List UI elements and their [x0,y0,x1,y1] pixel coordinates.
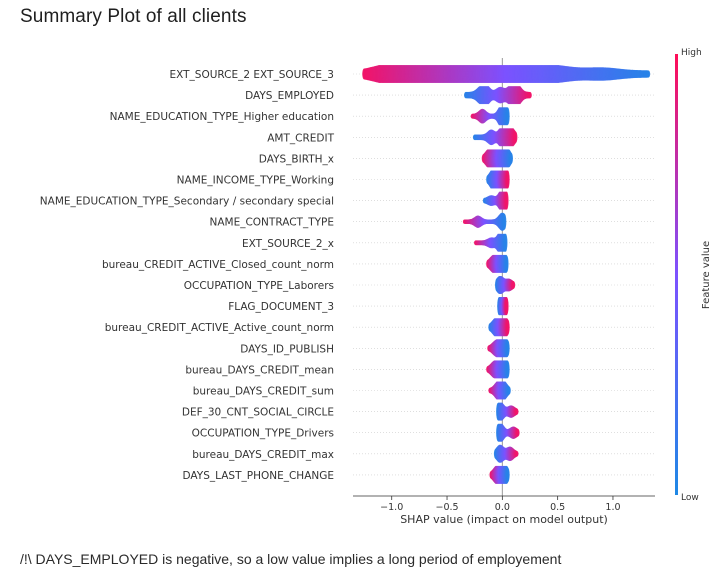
x-tick-label: 1.0 [605,502,620,513]
feature-swarm [486,170,510,189]
feature-label: EXT_SOURCE_2_x [242,238,334,250]
feature-swarm [470,107,510,126]
feature-swarm [489,465,510,484]
feature-swarm [464,86,532,105]
shap-point [506,340,510,357]
feature-label: OCCUPATION_TYPE_Drivers [192,428,334,440]
shap-point [503,233,508,252]
shap-point [511,281,516,289]
feature-label: AMT_CREDIT [267,132,334,144]
x-tick-label: −1.0 [380,502,403,513]
feature-swarm [473,233,508,252]
feature-label: DAYS_BIRTH_x [259,153,334,165]
feature-label: NAME_EDUCATION_TYPE_Secondary / secondar… [40,196,334,208]
feature-label: DAYS_LAST_PHONE_CHANGE [183,470,334,482]
feature-label: OCCUPATION_TYPE_Laborers [184,280,334,292]
feature-swarm [497,297,509,316]
feature-label: bureau_CREDIT_ACTIVE_Active_count_norm [105,322,334,334]
feature-swarm [362,65,651,83]
feature-label: bureau_DAYS_CREDIT_mean [185,364,334,376]
colorbar-title: Feature value [701,241,712,309]
feature-swarm [493,444,519,463]
feature-label: NAME_CONTRACT_TYPE [209,217,334,229]
shap-point [514,450,519,457]
shap-point [646,70,651,78]
feature-label: FLAG_DOCUMENT_3 [228,301,334,313]
feature-label: DAYS_ID_PUBLISH [240,343,334,355]
shap-summary-plot: EXT_SOURCE_2 EXT_SOURCE_3 DAYS_EMPLOYED NA… [40,48,712,526]
feature-label: bureau_DAYS_CREDIT_max [192,449,334,461]
shap-point [504,191,509,210]
x-tick-label: 0.5 [550,502,565,513]
shap-point [504,255,509,273]
shap-point [504,297,509,315]
page-title: Summary Plot of all clients [20,6,247,27]
feature-swarm [496,402,519,421]
feature-swarm [486,254,509,273]
feature-label: EXT_SOURCE_2 EXT_SOURCE_3 [169,69,334,81]
colorbar-gradient [675,54,678,495]
feature-swarm [462,212,507,231]
shap-point [506,170,510,189]
shap-point [514,408,519,415]
colorbar-high-label: High [681,48,702,58]
shap-point [509,152,513,165]
swarms-layer [362,65,651,484]
feature-swarm [481,149,513,168]
feature-swarm [487,339,510,358]
footnote: /!\ DAYS_EMPLOYED is negative, so a low … [20,551,562,567]
shap-point [516,428,520,437]
feature-label: NAME_EDUCATION_TYPE_Higher education [110,111,334,123]
shap-point [502,213,507,230]
x-axis-label: SHAP value (impact on model output) [400,513,608,526]
colorbar: High Low Feature value [675,48,712,503]
feature-label: bureau_CREDIT_ACTIVE_Closed_count_norm [102,259,334,271]
feature-swarm [482,191,509,210]
x-tick-label: −0.5 [435,502,458,513]
x-axis: −1.0 −0.5 0.0 0.5 1.0 [353,495,655,513]
feature-label: bureau_DAYS_CREDIT_sum [193,386,334,398]
x-tick-label: 0.0 [495,502,510,513]
feature-label: DEF_30_CNT_SOCIAL_CIRCLE [182,407,334,419]
feature-swarm [488,381,511,400]
feature-label: NAME_INCOME_TYPE_Working [177,175,334,187]
feature-swarm [488,318,510,337]
shap-point [528,91,532,99]
shap-point [506,319,510,335]
feature-swarm [496,423,520,442]
feature-labels: EXT_SOURCE_2 EXT_SOURCE_3 DAYS_EMPLOYED NA… [40,69,335,482]
colorbar-low-label: Low [681,493,699,503]
shap-point [506,467,510,483]
shap-point [506,361,510,378]
shap-point [506,107,510,125]
shap-point [507,386,511,395]
feature-label: DAYS_EMPLOYED [245,90,334,102]
feature-swarm [486,360,510,379]
feature-swarm [472,128,518,147]
shap-point [513,131,518,144]
feature-swarm [495,276,516,294]
